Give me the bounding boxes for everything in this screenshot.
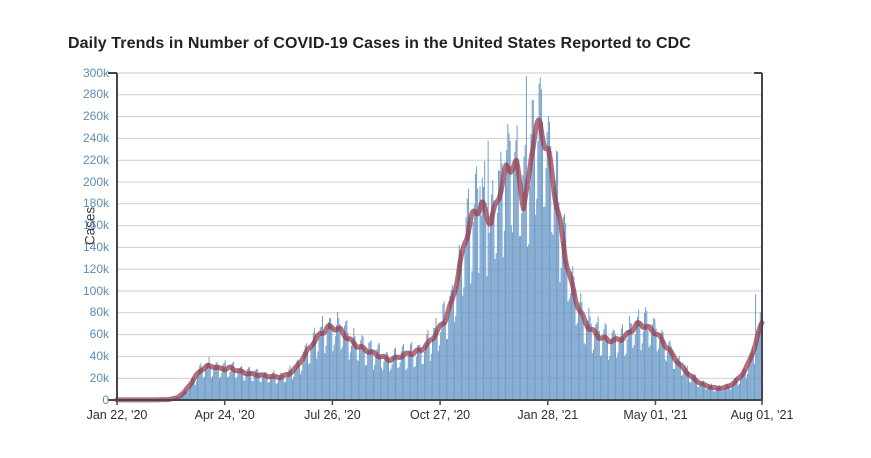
y-tick-label: 100k — [82, 283, 109, 298]
x-tick-label: Jul 26, '20 — [304, 408, 361, 422]
y-tick-label: 200k — [82, 174, 109, 189]
y-tick-label: 240k — [82, 130, 109, 145]
y-tick-label: 220k — [82, 152, 109, 167]
x-tick-label: May 01, '21 — [623, 408, 688, 422]
x-tick-label: Jan 22, '20 — [86, 408, 148, 422]
x-tick-label: Oct 27, '20 — [410, 408, 471, 422]
y-tick-label: 300k — [82, 65, 109, 80]
x-tick-label: Apr 24, '20 — [194, 408, 255, 422]
y-tick-label: 60k — [89, 327, 109, 342]
chart-title: Daily Trends in Number of COVID-19 Cases… — [68, 34, 691, 52]
y-tick-label: 160k — [82, 218, 109, 233]
y-tick-label: 140k — [82, 239, 109, 254]
daily-cases-bars — [117, 76, 764, 400]
y-tick-label: 40k — [89, 348, 109, 363]
y-tick-label: 120k — [82, 261, 109, 276]
seven-day-average-line — [114, 117, 765, 403]
y-tick-label: 280k — [82, 87, 109, 102]
y-tick-label: 80k — [89, 305, 109, 320]
x-tick-label: Jan 28, '21 — [517, 408, 579, 422]
y-tick-label: 20k — [89, 370, 109, 385]
y-tick-label: 0 — [102, 392, 109, 407]
x-tick-label: Aug 01, '21 — [730, 408, 794, 422]
y-tick-label: 180k — [82, 196, 109, 211]
y-tick-label: 260k — [82, 109, 109, 124]
